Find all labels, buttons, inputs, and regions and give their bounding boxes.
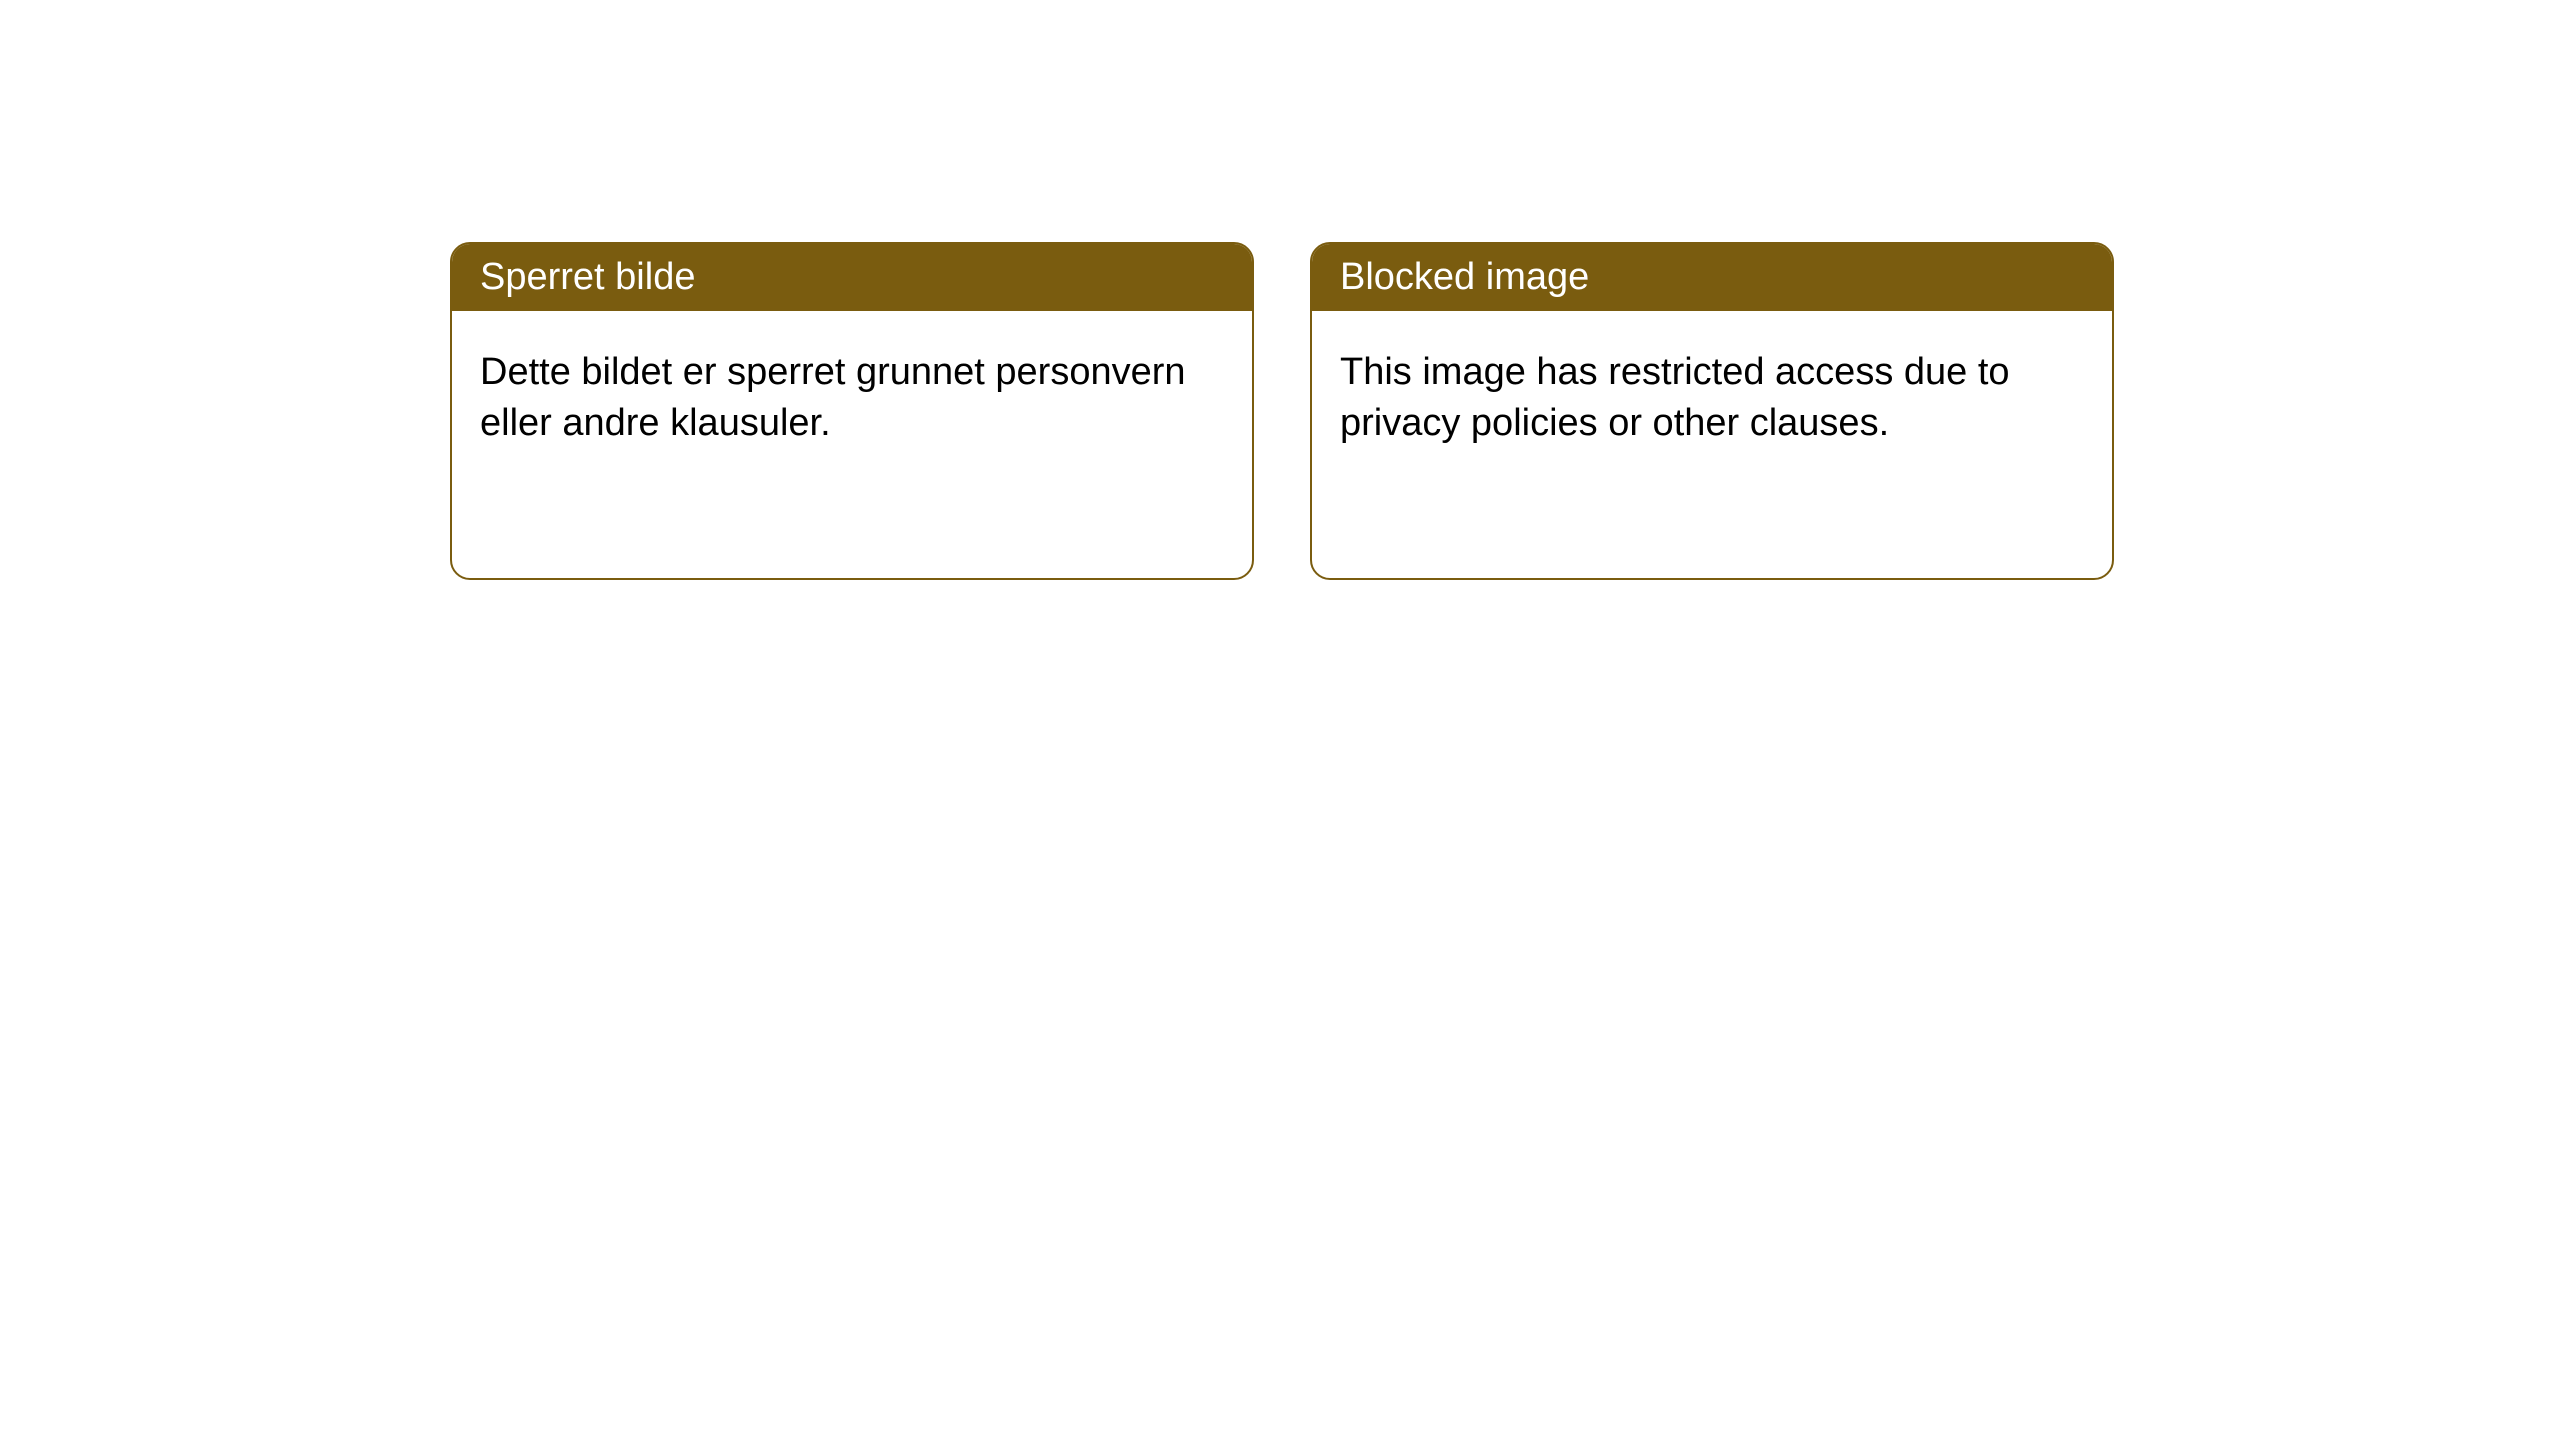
notice-card-norwegian: Sperret bilde Dette bildet er sperret gr… <box>450 242 1254 580</box>
notice-header: Blocked image <box>1312 244 2112 311</box>
notice-header: Sperret bilde <box>452 244 1252 311</box>
notice-text: Dette bildet er sperret grunnet personve… <box>480 351 1186 444</box>
notice-card-english: Blocked image This image has restricted … <box>1310 242 2114 580</box>
notice-body: Dette bildet er sperret grunnet personve… <box>452 311 1252 486</box>
notice-title: Sperret bilde <box>480 256 695 298</box>
notice-body: This image has restricted access due to … <box>1312 311 2112 486</box>
notice-title: Blocked image <box>1340 256 1589 298</box>
notice-container: Sperret bilde Dette bildet er sperret gr… <box>0 0 2560 580</box>
notice-text: This image has restricted access due to … <box>1340 351 2010 444</box>
